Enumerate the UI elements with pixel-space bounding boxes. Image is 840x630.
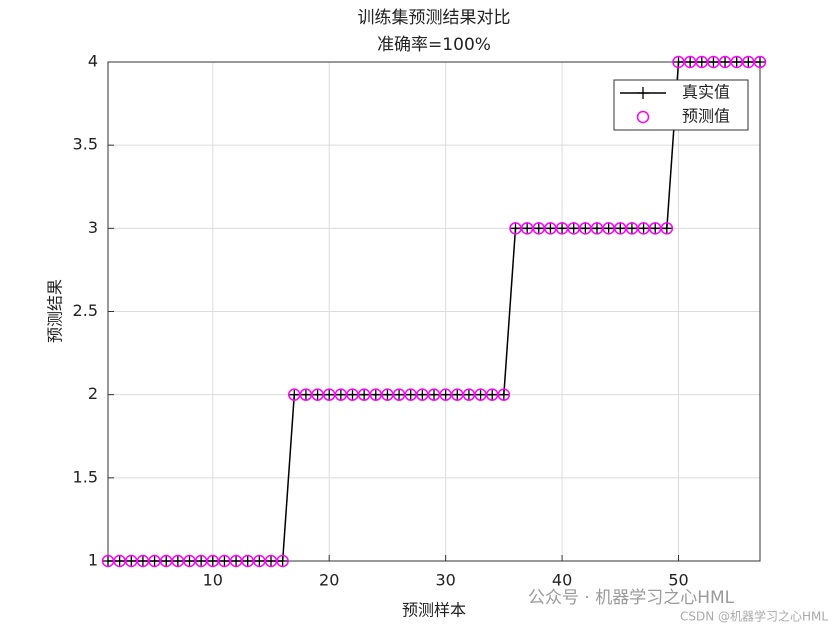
marker-plus	[369, 388, 382, 401]
marker-plus	[544, 222, 557, 235]
marker-plus	[171, 555, 184, 567]
marker-plus	[299, 388, 312, 401]
marker-plus	[497, 388, 510, 401]
marker-plus	[591, 222, 603, 235]
marker-circle	[660, 222, 674, 235]
marker-plus	[672, 56, 685, 68]
marker-plus	[556, 222, 569, 235]
y-tick-label: 2	[88, 384, 98, 403]
marker-plus	[125, 555, 138, 567]
marker-plus	[509, 222, 522, 235]
legend-label: 真实值	[682, 83, 730, 102]
marker-circle	[276, 554, 289, 568]
marker-plus	[183, 555, 196, 567]
legend-box	[613, 79, 749, 131]
marker-plus	[567, 222, 580, 235]
marker-plus	[334, 388, 347, 401]
marker-plus	[579, 222, 592, 235]
marker-plus	[660, 222, 673, 235]
marker-plus	[707, 56, 720, 68]
marker-plus	[265, 555, 277, 567]
marker-plus	[439, 388, 452, 401]
marker-plus	[160, 555, 173, 567]
marker-plus	[486, 388, 499, 401]
marker-circle	[753, 55, 767, 69]
marker-plus	[474, 388, 487, 401]
marker-plus	[637, 222, 650, 235]
x-tick-label: 30	[435, 571, 455, 590]
marker-plus	[323, 388, 336, 401]
marker-plus	[102, 555, 114, 567]
marker-plus	[532, 222, 545, 235]
marker-plus	[719, 56, 732, 68]
x-axis-label: 预测样本	[402, 601, 466, 620]
marker-plus	[276, 555, 289, 567]
marker-plus	[148, 555, 161, 567]
y-tick-label: 3.5	[73, 135, 98, 154]
y-tick-label: 2.5	[73, 301, 98, 320]
marker-plus	[451, 388, 464, 401]
watermark: CSDN @机器学习之心HML	[680, 609, 828, 624]
marker-plus	[241, 555, 254, 567]
marker-plus	[649, 222, 662, 235]
chart-title: 训练集预测结果对比	[358, 8, 511, 28]
marker-plus	[195, 555, 208, 567]
marker-plus	[230, 555, 243, 567]
marker-plus	[404, 388, 417, 401]
marker-plus	[730, 56, 743, 68]
x-tick-label: 20	[319, 571, 339, 590]
x-tick-label: 40	[552, 571, 572, 590]
marker-plus	[311, 388, 324, 401]
marker-plus	[253, 555, 266, 567]
axes-box	[107, 61, 761, 562]
marker-plus	[206, 555, 219, 567]
marker-plus	[113, 555, 126, 567]
marker-circle	[497, 388, 511, 401]
legend-marker	[636, 110, 650, 124]
y-tick-label: 3	[88, 218, 98, 237]
marker-plus	[614, 222, 627, 235]
marker-plus	[754, 56, 766, 68]
y-axis-label: 预测结果	[46, 279, 65, 343]
marker-plus	[136, 555, 149, 567]
marker-plus	[684, 56, 697, 68]
marker-plus	[346, 388, 359, 401]
marker-plus	[288, 388, 301, 401]
marker-plus	[218, 555, 231, 567]
x-tick-label: 10	[203, 571, 223, 590]
legend-label: 预测值	[682, 107, 730, 126]
marker-plus	[695, 56, 708, 68]
marker-plus	[742, 56, 755, 68]
marker-plus	[462, 388, 475, 401]
legend-marker	[637, 87, 649, 99]
marker-plus	[416, 388, 429, 401]
chart-subtitle: 准确率=100%	[377, 35, 491, 55]
y-tick-label: 1	[88, 551, 98, 570]
marker-plus	[393, 388, 406, 401]
x-tick-label: 50	[668, 571, 688, 590]
marker-plus	[521, 222, 534, 235]
watermark: 公众号 · 机器学习之心HML	[528, 588, 735, 608]
marker-plus	[625, 222, 638, 235]
marker-plus	[381, 388, 394, 401]
marker-plus	[358, 388, 371, 401]
marker-plus	[602, 222, 615, 235]
y-tick-label: 4	[88, 52, 98, 71]
marker-plus	[428, 388, 440, 401]
y-tick-label: 1.5	[73, 467, 98, 486]
